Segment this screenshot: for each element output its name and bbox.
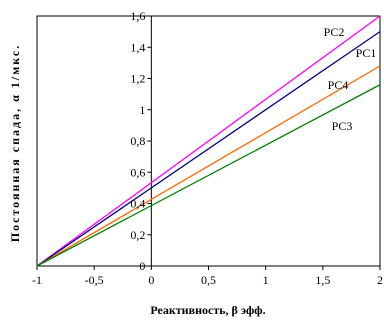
x-tick-label: -0,5 xyxy=(85,273,104,287)
y-tick-label: 1,2 xyxy=(130,72,145,86)
series-lines xyxy=(36,15,381,267)
y-axis-title: Постоянная спада, α 1/мкс. xyxy=(8,44,22,242)
tick-labels: -1 -0,5 0 0,5 1 1,5 2 0 0,2 0,4 0,6 0,8 1 1,2 1,4 1,6 xyxy=(32,9,383,287)
x-tick-label: 0,5 xyxy=(201,273,216,287)
x-tick-label: -1 xyxy=(32,273,42,287)
x-tick-label: 2 xyxy=(377,273,383,287)
y-tick-label: 0,6 xyxy=(130,165,145,179)
series-line-pc1 xyxy=(36,31,381,267)
y-tick-label: 0 xyxy=(139,259,145,273)
series-line-pc2 xyxy=(36,15,381,267)
x-tick-label: 1 xyxy=(263,273,269,287)
x-tick-label: 1,5 xyxy=(315,273,330,287)
y-tick-label: 0,4 xyxy=(130,197,145,211)
series-label-pc4: PC4 xyxy=(328,78,349,92)
series-label-pc1: PC1 xyxy=(356,46,377,60)
y-tick-label: 1,6 xyxy=(130,9,145,23)
series-label-pc3: PC3 xyxy=(332,119,353,133)
y-tick-label: 1,4 xyxy=(130,40,145,54)
series-line-pc3 xyxy=(36,84,381,267)
x-axis-title: Реактивность, β эфф. xyxy=(150,303,265,317)
series-line-pc4 xyxy=(36,65,381,267)
y-tick-label: 1 xyxy=(139,103,145,117)
series-label-pc2: PC2 xyxy=(324,25,345,39)
axes xyxy=(36,15,381,270)
y-tick-label: 0,2 xyxy=(130,228,145,242)
y-tick-label: 0,8 xyxy=(130,134,145,148)
x-tick-label: 0 xyxy=(148,273,154,287)
series-labels: PC2 PC1 PC4 PC3 xyxy=(324,25,377,133)
